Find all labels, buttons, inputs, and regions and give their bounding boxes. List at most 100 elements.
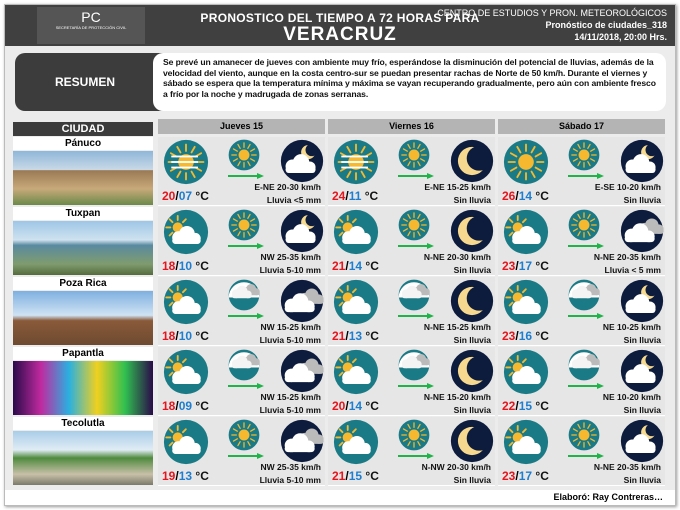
night-clear-icon	[450, 419, 494, 463]
wind-arrow-icon	[398, 453, 434, 459]
temperature: 19/13 °C	[162, 469, 209, 483]
partly-cloudy-icon	[333, 209, 379, 255]
temperature: 18/09 °C	[162, 399, 209, 413]
logo-text: PC	[81, 9, 101, 25]
temp-unit: °C	[195, 259, 209, 273]
city-name: Pánuco	[13, 137, 153, 150]
day-header: Sábado 17	[498, 119, 665, 134]
rain-text: Sin lluvia	[453, 475, 491, 485]
temp-max: 19	[162, 469, 176, 483]
temp-unit: °C	[365, 399, 379, 413]
temp-unit: °C	[365, 329, 379, 343]
sun-haze-icon	[333, 139, 379, 185]
city-photo	[13, 431, 153, 485]
partly-cloudy-icon	[163, 349, 209, 395]
temperature: 18/10 °C	[162, 259, 209, 273]
temp-min: 13	[348, 329, 363, 343]
wind-arrow-icon	[228, 313, 264, 319]
rain-text: Lluvia 5-10 mm	[259, 475, 321, 485]
title-line1: PRONOSTICO DEL TIEMPO A 72 HORAS PARA	[200, 11, 480, 25]
forecast-cell: 21/14 °C N-NE 20-30 km/h Sin lluvia	[328, 207, 495, 276]
forecast-cell: 23/17 °C N-NE 20-35 km/h Lluvia < 5 mm	[498, 207, 665, 276]
temp-min: 16	[518, 329, 533, 343]
wind-text: N-NE 15-20 km/h	[423, 392, 491, 402]
header: PC SECRETARÍA DE PROTECCIÓN CIVIL PRONOS…	[5, 5, 675, 46]
sun-icon	[503, 139, 549, 185]
wind-arrow-icon	[398, 173, 434, 179]
wind-text: E-NE 15-25 km/h	[424, 182, 491, 192]
sun-icon	[228, 139, 260, 171]
city-name: Papantla	[13, 347, 153, 360]
header-meta: CENTRO DE ESTUDIOS Y PRON. METEOROLÓGICO…	[437, 7, 667, 43]
temp-min: 13	[178, 469, 193, 483]
wind-text: NW 15-25 km/h	[260, 392, 321, 402]
city-name: Tuxpan	[13, 207, 153, 220]
rain-text: Sin lluvia	[623, 475, 661, 485]
sun-icon	[398, 419, 430, 451]
wind-text: NE 10-20 km/h	[602, 392, 661, 402]
day-header: Viernes 16	[328, 119, 495, 134]
wind-arrow-icon	[398, 313, 434, 319]
forecast-cell: 26/14 °C E-SE 10-20 km/h Sin lluvia	[498, 137, 665, 206]
sun-icon	[398, 209, 430, 241]
rain-text: Lluvia <5 mm	[266, 195, 321, 205]
wind-text: N-NE 20-35 km/h	[593, 462, 661, 472]
temp-min: 10	[178, 329, 193, 343]
rain-text: Sin lluvia	[453, 195, 491, 205]
temp-unit: °C	[364, 189, 379, 203]
partly-cloudy-icon	[503, 349, 549, 395]
temp-min: 07	[178, 189, 193, 203]
partly-cloudy-icon	[163, 279, 209, 325]
temperature: 22/15 °C	[502, 399, 549, 413]
forecast-cell: 23/17 °C N-NE 20-35 km/h Sin lluvia	[498, 417, 665, 486]
wind-arrow-icon	[568, 173, 604, 179]
resumen-text: Se prevé un amanecer de jueves con ambie…	[153, 53, 666, 111]
partly-cloudy-icon	[333, 349, 379, 395]
night-cloudy-icon	[280, 419, 324, 463]
temperature: 23/16 °C	[502, 329, 549, 343]
temperature: 23/17 °C	[502, 469, 549, 483]
sun-icon	[228, 419, 260, 451]
wind-arrow-icon	[568, 313, 604, 319]
temp-max: 22	[502, 399, 516, 413]
temp-unit: °C	[535, 259, 549, 273]
wind-arrow-icon	[398, 383, 434, 389]
temperature: 20/07 °C	[162, 189, 209, 203]
temp-max: 20	[162, 189, 176, 203]
rain-text: Lluvia 5-10 mm	[259, 335, 321, 345]
partly-cloudy-icon	[503, 279, 549, 325]
temp-unit: °C	[195, 329, 209, 343]
partly-cloudy-icon	[333, 419, 379, 465]
city-row-header: Papantla	[13, 347, 153, 417]
wind-text: E-NE 20-30 km/h	[254, 182, 321, 192]
city-name: Tecolutla	[13, 417, 153, 430]
temp-unit: °C	[195, 469, 209, 483]
cloudy-icon	[228, 279, 260, 311]
temperature: 23/17 °C	[502, 259, 549, 273]
product-name: Pronóstico de ciudades_318	[545, 20, 667, 30]
resumen-label: RESUMEN	[15, 53, 165, 111]
partly-cloudy-icon	[163, 209, 209, 255]
city-photo	[13, 151, 153, 205]
wind-arrow-icon	[568, 243, 604, 249]
rain-text: Lluvia < 5 mm	[604, 265, 661, 275]
city-name: Poza Rica	[13, 277, 153, 290]
temp-max: 23	[502, 329, 516, 343]
footer-credit: Elaboró: Ray Contreras…	[5, 490, 675, 505]
org-name: CENTRO DE ESTUDIOS Y PRON. METEOROLÓGICO…	[437, 8, 667, 18]
night-partly-cloudy-icon	[280, 139, 324, 183]
city-row-header: Poza Rica	[13, 277, 153, 347]
forecast-cell: 21/13 °C N-NE 15-25 km/h Sin lluvia	[328, 277, 495, 346]
wind-text: N-NE 20-35 km/h	[593, 252, 661, 262]
pc-logo: PC SECRETARÍA DE PROTECCIÓN CIVIL	[37, 7, 145, 44]
title-state: VERACRUZ	[283, 24, 397, 45]
temp-min: 15	[518, 399, 533, 413]
cloudy-icon	[398, 279, 430, 311]
temp-min: 10	[178, 259, 193, 273]
temp-min: 14	[518, 189, 533, 203]
forecast-cell: 24/11 °C E-NE 15-25 km/h Sin lluvia	[328, 137, 495, 206]
sun-icon	[568, 139, 600, 171]
night-cloudy-icon	[280, 349, 324, 393]
sun-icon	[568, 209, 600, 241]
forecast-cell: 18/10 °C NW 25-35 km/h Lluvia 5-10 mm	[158, 207, 325, 276]
